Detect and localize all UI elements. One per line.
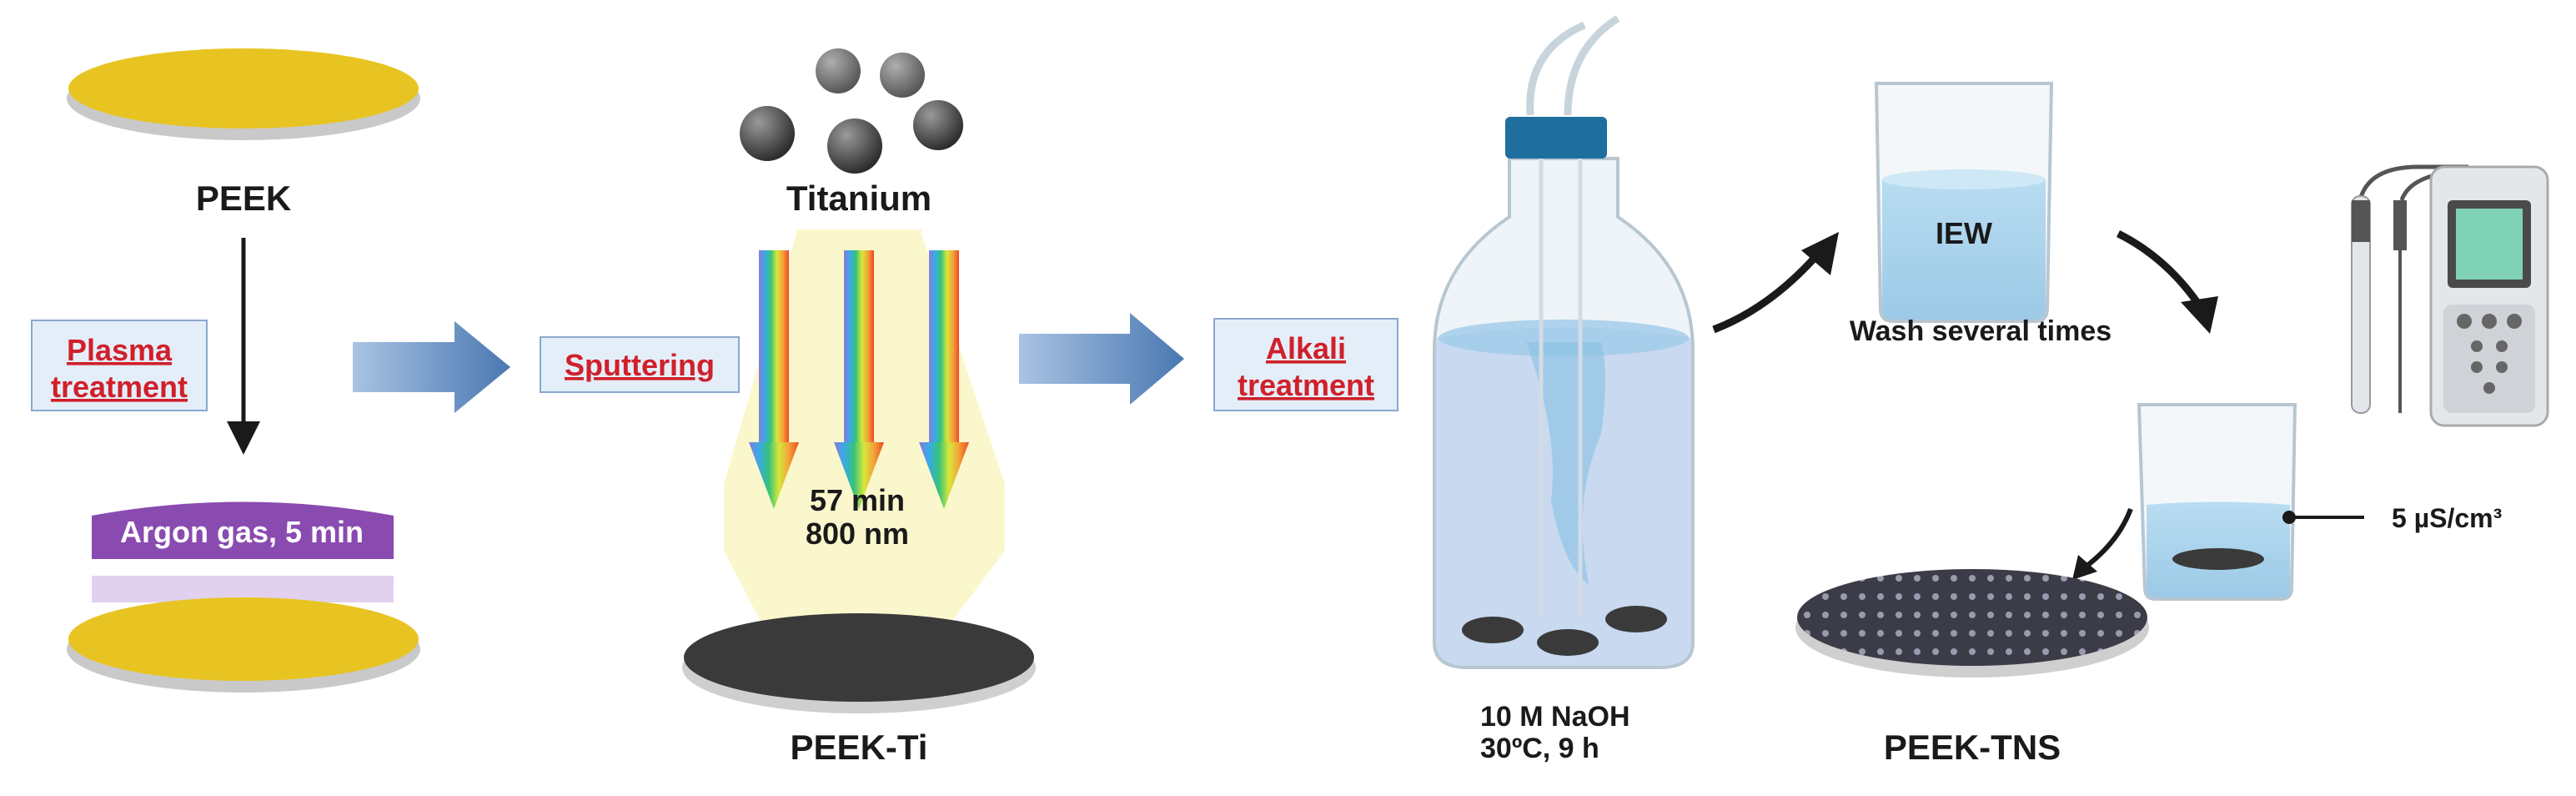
peek-tns-label: PEEK-TNS	[1884, 728, 2061, 767]
process-arrow-1	[353, 321, 510, 413]
iew-label: IEW	[1936, 216, 1992, 250]
plasma-line2: treatment	[51, 370, 188, 404]
titanium-label: Titanium	[786, 179, 931, 218]
peek-ti-label: PEEK-Ti	[791, 728, 928, 767]
curved-arrow-up-head	[1801, 232, 1839, 275]
sputtering-label: Sputtering	[565, 348, 715, 382]
process-arrow-2	[1019, 313, 1184, 405]
alkali-treatment-step: Alkali treatment	[1213, 318, 1398, 411]
conductivity-meter-icon	[2351, 164, 2549, 427]
plasma-line1: Plasma	[67, 333, 173, 367]
curved-arrow-to-disk-head	[2072, 555, 2097, 580]
alkali-line1: Alkali	[1266, 331, 1346, 365]
sputtering-step: Sputtering	[540, 336, 740, 393]
sputter-time: 57 min	[810, 483, 905, 517]
argon-plasma: Argon gas, 5 min	[92, 501, 394, 602]
peek-label: PEEK	[196, 179, 291, 218]
curved-arrow-down	[2116, 229, 2205, 311]
glass-bottle-icon	[1433, 15, 1695, 669]
wash-label: Wash several times	[1850, 315, 2112, 347]
argon-label: Argon gas, 5 min	[120, 515, 364, 549]
naoh-concentration: 10 M NaOH	[1480, 701, 1630, 733]
sputter-rays	[749, 250, 969, 509]
curved-arrow-down-head	[2181, 296, 2218, 334]
down-arrow-head	[227, 421, 260, 455]
beaker-icon	[1874, 82, 2054, 323]
peek-tns-disk-icon	[1795, 569, 2149, 678]
titanium-particles-icon	[740, 48, 963, 174]
plasma-treatment-step: Plasma treatment	[31, 320, 208, 411]
naoh-conditions: 30ºC, 9 h	[1480, 733, 1599, 764]
peek-disk-treated-icon	[67, 597, 420, 693]
curved-arrow-to-disk	[2083, 507, 2133, 570]
beaker-with-sample-icon	[2137, 403, 2297, 601]
curved-arrow-up	[1712, 255, 1817, 334]
peek-ti-disk-icon	[682, 613, 1036, 713]
sputter-thickness: 800 nm	[806, 516, 909, 551]
conductivity-label: 5 µS/cm³	[2392, 503, 2502, 533]
alkali-line2: treatment	[1238, 368, 1374, 402]
peek-disk-icon	[67, 48, 420, 140]
